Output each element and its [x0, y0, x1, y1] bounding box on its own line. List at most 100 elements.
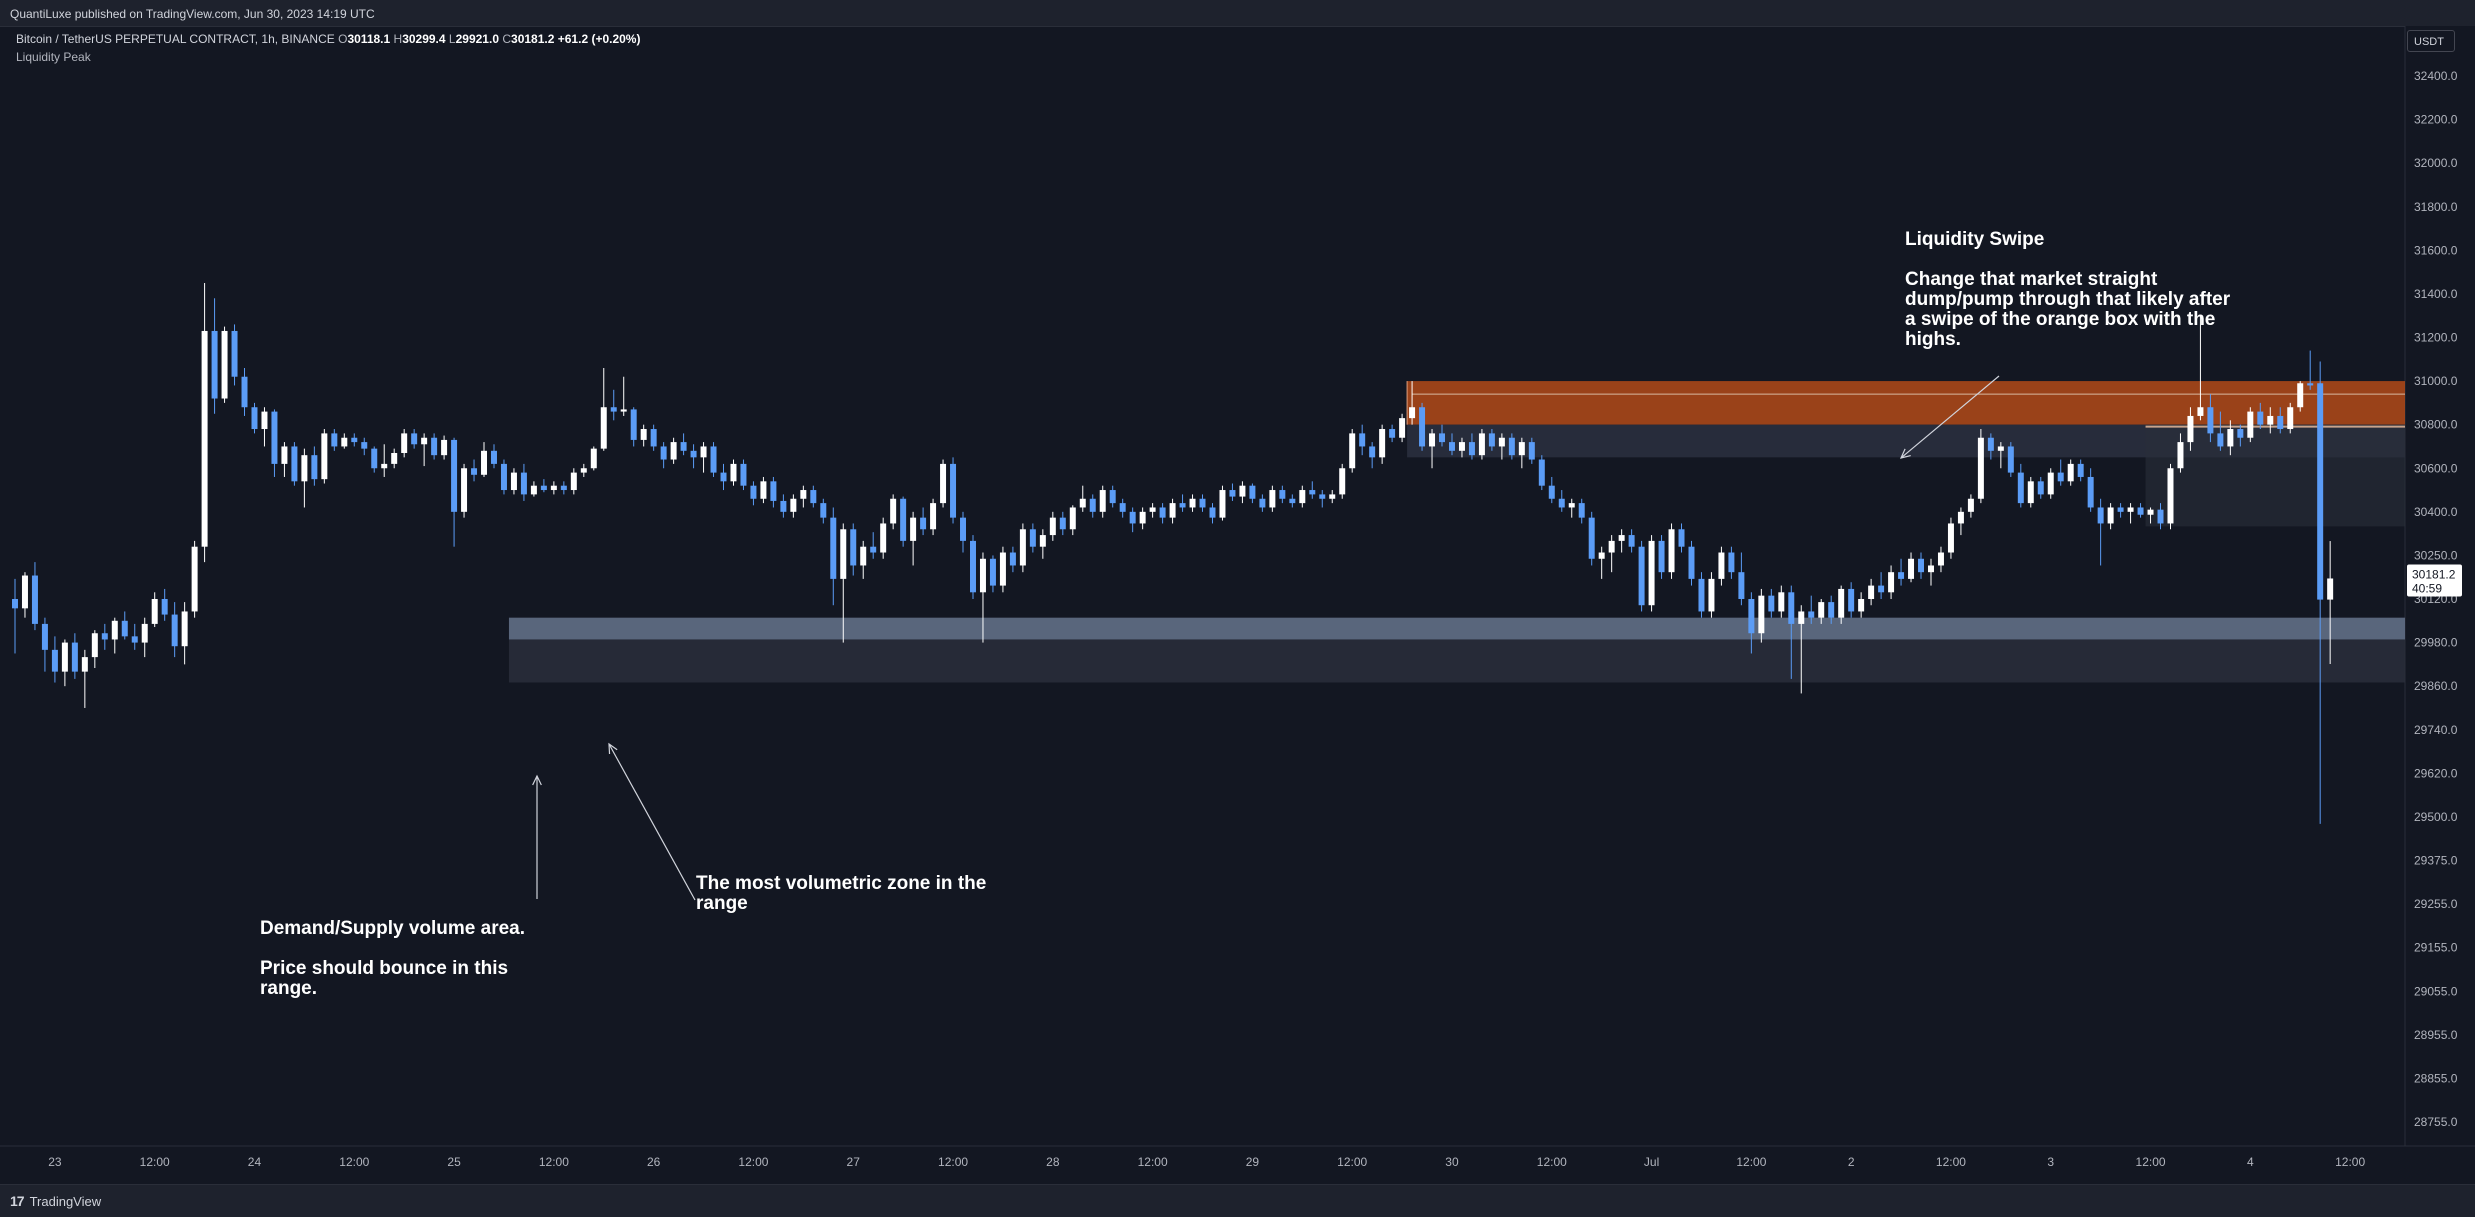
candle: [780, 494, 787, 518]
candle: [1918, 552, 1925, 579]
candle-body: [1838, 588, 1845, 618]
candle: [1199, 494, 1206, 512]
change-value: +61.2 (+0.20%): [557, 32, 641, 46]
candle-body: [1478, 433, 1485, 456]
candle: [560, 481, 567, 495]
price-tick-label: 31200.0: [2414, 331, 2458, 345]
candle-body: [1888, 572, 1895, 593]
candle-body: [969, 540, 976, 593]
candle: [570, 468, 577, 495]
candle-body: [1059, 517, 1066, 530]
candle-body: [2087, 476, 2094, 508]
time-tick-label: 12:00: [1537, 1155, 1567, 1169]
candle: [1299, 485, 1306, 508]
candle: [41, 617, 48, 672]
price-tick-label: 30800.0: [2414, 418, 2458, 432]
candle: [640, 424, 647, 447]
candle: [351, 433, 358, 447]
candle-body: [381, 463, 388, 469]
candle: [1798, 605, 1805, 694]
candle: [2187, 407, 2194, 451]
candle-body: [1997, 446, 2004, 451]
currency-selector[interactable]: USDT: [2407, 30, 2455, 52]
candle: [1349, 429, 1356, 473]
candle-body: [301, 455, 308, 482]
last-price-tag: [2407, 564, 2462, 597]
candle: [321, 429, 328, 484]
candle: [979, 552, 986, 643]
candle: [1409, 381, 1416, 425]
candle-body: [1688, 546, 1695, 579]
candle-body: [1089, 498, 1096, 512]
candle-body: [391, 452, 398, 464]
volumetric-zone-arrow-shaft: [608, 743, 696, 901]
candle: [2237, 424, 2244, 447]
candle: [1319, 490, 1326, 508]
candle-body: [1858, 599, 1865, 612]
candle: [1209, 503, 1216, 524]
candle-body: [600, 407, 607, 449]
candle: [1578, 498, 1585, 524]
candle: [2027, 476, 2034, 508]
candle: [271, 409, 278, 477]
price-tick-label: 29980.0: [2414, 636, 2458, 650]
candle-body: [2047, 472, 2054, 495]
candle: [960, 511, 967, 553]
liquidity-swipe-arrow-head: [1899, 448, 1911, 459]
candle: [1848, 582, 1855, 618]
candle: [1678, 523, 1685, 553]
candle-body: [1558, 498, 1565, 508]
orange-liquidity-box: [1407, 381, 2405, 425]
candle-body: [201, 330, 208, 547]
price-axis: 32400.0 32200.0 32000.0 31800.0 31600.0 31400…: [2407, 69, 2462, 1129]
candle-body: [1389, 429, 1396, 438]
candle: [670, 437, 677, 464]
candle-body: [401, 433, 408, 453]
candle-body: [1498, 437, 1505, 447]
candle: [540, 479, 547, 493]
candle: [1708, 572, 1715, 618]
candle-body: [1399, 418, 1406, 438]
price-chart[interactable]: 32400.0 32200.0 32000.0 31800.0 31600.0 31400…: [0, 26, 2475, 1184]
symbol-name[interactable]: Bitcoin / TetherUS PERPETUAL CONTRACT, 1…: [16, 32, 335, 46]
candle: [1069, 505, 1076, 536]
price-tick-label: 32200.0: [2414, 113, 2458, 127]
candle-body: [630, 409, 637, 440]
candle: [2327, 541, 2334, 665]
price-tick-label: 29155.0: [2414, 941, 2458, 955]
candle: [1239, 481, 1246, 504]
candle-body: [1269, 490, 1276, 508]
candle-body: [900, 498, 907, 541]
candle-body: [910, 517, 917, 541]
candle: [910, 511, 917, 566]
candle: [2157, 503, 2164, 530]
candle: [940, 459, 947, 508]
candle-body: [810, 490, 817, 504]
candle-body: [1898, 572, 1905, 579]
candle: [1937, 546, 1944, 573]
candle-body: [1768, 595, 1775, 612]
indicator-name[interactable]: Liquidity Peak: [16, 50, 91, 64]
candle: [421, 433, 428, 467]
candle-body: [700, 446, 707, 458]
candle: [1957, 507, 1964, 536]
candle: [1987, 433, 1994, 460]
candle: [1279, 485, 1286, 504]
candle: [810, 485, 817, 508]
candle: [2047, 468, 2054, 499]
candle: [610, 389, 617, 421]
tradingview-name: TradingView: [29, 1193, 102, 1209]
candle-body: [2327, 578, 2334, 600]
candle-body: [960, 517, 967, 541]
candle: [61, 639, 68, 687]
candle: [481, 442, 488, 477]
candle: [1089, 494, 1096, 518]
candle: [930, 498, 937, 536]
candle: [530, 481, 537, 497]
candle-body: [1798, 611, 1805, 624]
zones: [508, 381, 2405, 683]
candle: [391, 448, 398, 469]
tradingview-brand[interactable]: 17 TradingView: [10, 1193, 101, 1209]
candle: [191, 540, 198, 618]
